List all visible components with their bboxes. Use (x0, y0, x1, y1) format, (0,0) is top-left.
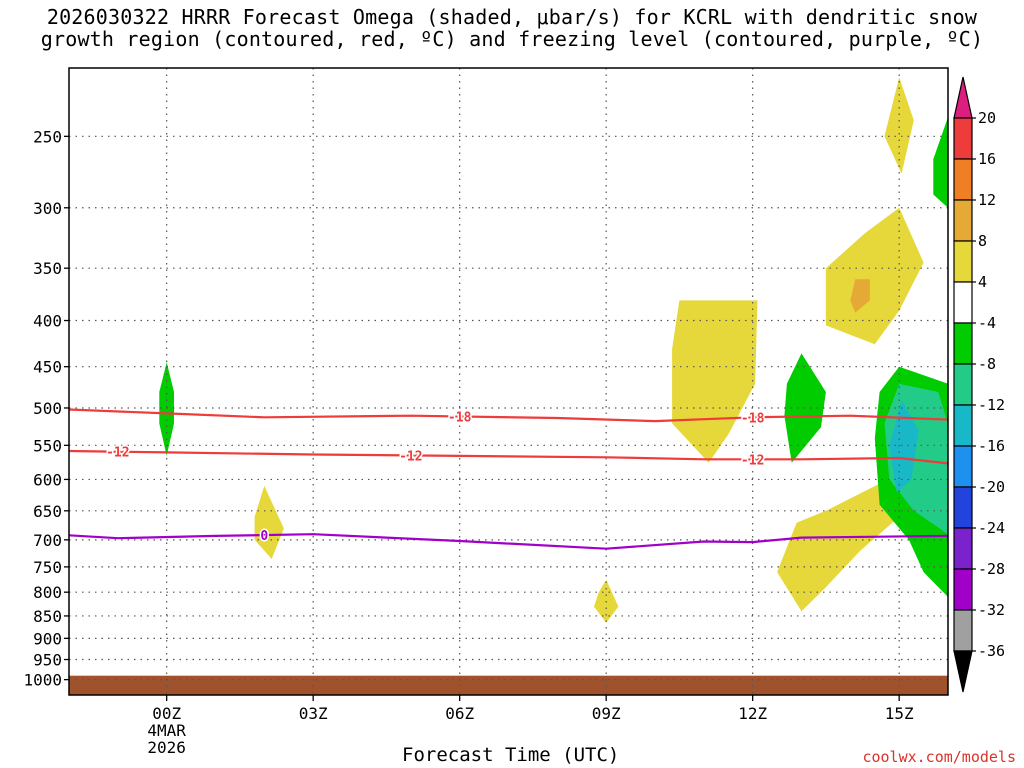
colorbar: 20 16 12 8 4 -4 -8 -12 -16 -20 -24 -28 -32 -36 (953, 76, 1005, 693)
colorbar-label-13: -36 (978, 642, 1005, 660)
contour-label-1-1: -12 (399, 449, 422, 464)
colorbar-cap-bottom (953, 650, 973, 693)
omega-region-9 (933, 117, 948, 208)
plot-frame (68, 67, 949, 696)
colorbar-label-6: -8 (978, 355, 996, 373)
colorbar-label-3: 8 (978, 232, 987, 250)
colorbar-label-12: -32 (978, 601, 1005, 619)
y-tick-label-450: 450 (33, 358, 62, 377)
x-tick-label-15Z: 15Z (885, 704, 914, 723)
x-tick-label-03Z: 03Z (299, 704, 328, 723)
colorbar-label-8: -16 (978, 437, 1005, 455)
contour-line-0 (68, 408, 949, 423)
y-tick-label-600: 600 (33, 470, 62, 489)
colorbar-swatch-10 (953, 486, 973, 529)
x-tick-sublabel-year: 2026 (147, 738, 186, 757)
y-tick-label-750: 750 (33, 558, 62, 577)
colorbar-swatch-2 (953, 158, 973, 201)
omega-region-12 (889, 400, 919, 493)
colorbar-cap-top (953, 76, 973, 119)
colorbar-label-4: 4 (978, 273, 987, 291)
colorbar-label-10: -24 (978, 519, 1005, 537)
colorbar-swatch-7 (953, 363, 973, 406)
contour-label-0-1: -18 (741, 411, 765, 426)
x-tick-label-00Z: 00Z (152, 704, 181, 723)
x-tick-label-12Z: 12Z (738, 704, 767, 723)
y-tick-label-650: 650 (33, 502, 62, 521)
y-tick-label-950: 950 (33, 651, 62, 670)
omega-region-1 (254, 485, 284, 559)
omega-region-5 (777, 476, 900, 612)
x-tick-sublabel-date: 4MAR (147, 721, 186, 740)
colorbar-swatch-4 (953, 240, 973, 283)
y-tick-label-700: 700 (33, 531, 62, 550)
y-tick-label-800: 800 (33, 583, 62, 602)
chart-title-line2: growth region (contoured, red, ºC) and f… (40, 27, 984, 51)
y-tick-label-250: 250 (33, 127, 62, 146)
x-tick-label-06Z: 06Z (445, 704, 474, 723)
colorbar-label-7: -12 (978, 396, 1005, 414)
colorbar-label-9: -20 (978, 478, 1005, 496)
colorbar-label-0: 20 (978, 109, 996, 127)
colorbar-label-11: -28 (978, 560, 1005, 578)
omega-region-8 (884, 77, 914, 174)
credit-text: coolwx.com/models (862, 748, 1016, 766)
x-axis-label: Forecast Time (UTC) (402, 744, 620, 766)
colorbar-swatch-1 (953, 117, 973, 160)
colorbar-swatch-3 (953, 199, 973, 242)
chart-title: 2026030322 HRRR Forecast Omega (shaded, … (0, 6, 1024, 50)
contour-label-2-0: 0 (260, 529, 268, 544)
y-tick-label-550: 550 (33, 436, 62, 455)
colorbar-swatch-11 (953, 527, 973, 570)
y-tick-label-350: 350 (33, 259, 62, 278)
omega-region-7 (850, 279, 870, 313)
colorbar-label-2: 12 (978, 191, 996, 209)
omega-region-3 (672, 300, 758, 463)
contour-label-1-0: -12 (106, 446, 129, 461)
colorbar-label-1: 16 (978, 150, 996, 168)
plot-area: -18 -18 -12 -12 -12 0 250 300 350 400 450 500 550 600… (23, 67, 949, 757)
contour-label-1-2: -12 (741, 453, 764, 468)
colorbar-swatch-13 (953, 609, 973, 652)
colorbar-swatch-8 (953, 404, 973, 447)
colorbar-swatch-6 (953, 322, 973, 365)
omega-region-0 (159, 362, 174, 456)
contour-line-1 (68, 449, 949, 465)
y-tick-label-500: 500 (33, 399, 62, 418)
y-tick-label-400: 400 (33, 312, 62, 331)
contour-label-0-0: -18 (448, 411, 472, 426)
y-tick-label-300: 300 (33, 199, 62, 218)
y-tick-label-1000: 1000 (23, 671, 62, 690)
omega-region-6 (825, 207, 924, 345)
surface-ground (69, 675, 948, 695)
colorbar-swatch-12 (953, 568, 973, 611)
colorbar-swatch-5 (953, 281, 973, 324)
x-tick-label-09Z: 09Z (592, 704, 621, 723)
contour-line-2 (68, 533, 949, 550)
chart-title-line1: 2026030322 HRRR Forecast Omega (shaded, … (46, 5, 978, 29)
omega-region-4 (784, 353, 826, 463)
colorbar-label-5: -4 (978, 314, 996, 332)
y-tick-label-850: 850 (33, 607, 62, 626)
colorbar-swatch-9 (953, 445, 973, 488)
y-tick-label-900: 900 (33, 629, 62, 648)
